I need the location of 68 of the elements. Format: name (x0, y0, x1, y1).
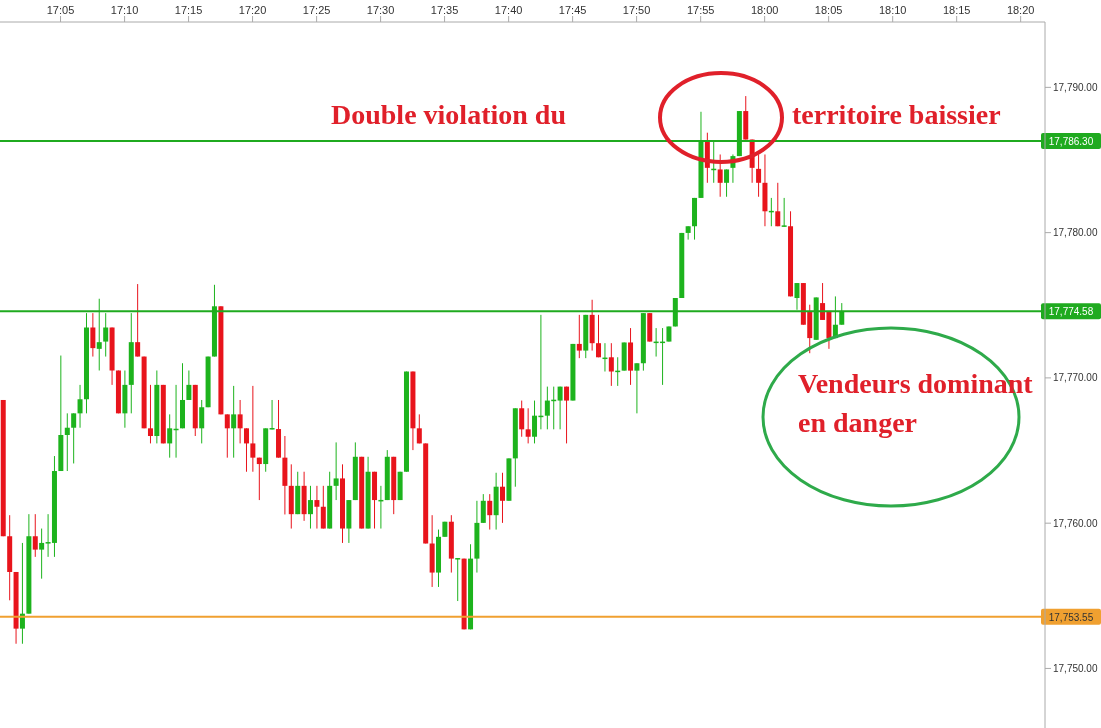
candlestick (634, 362, 640, 414)
candlestick (557, 386, 563, 430)
candlestick (250, 385, 256, 473)
candlestick (231, 385, 237, 459)
candlestick (224, 413, 230, 459)
candlestick (90, 312, 96, 358)
candlestick (64, 412, 70, 472)
y-tick-label: 17,750.00 (1053, 662, 1098, 674)
x-tick-label: 18:10 (878, 4, 907, 16)
x-tick-label: 17:35 (430, 4, 459, 16)
candlestick (314, 485, 320, 530)
candlestick (775, 182, 781, 227)
candlestick (576, 314, 582, 359)
x-tick-label: 17:20 (238, 4, 267, 16)
ref-line-label: 17,774.58 (1048, 306, 1094, 318)
x-tick-label: 18:20 (1006, 4, 1035, 16)
candlestick (307, 485, 313, 530)
candlestick (685, 225, 691, 241)
x-tick-label: 18:15 (942, 4, 971, 16)
x-tick-label: 17:10 (110, 4, 139, 16)
candlestick (243, 427, 249, 473)
x-tick-label: 17:05 (46, 4, 75, 16)
candlestick (500, 472, 505, 524)
candlestick (39, 528, 45, 580)
y-tick-label: 17,780.00 (1053, 227, 1098, 239)
x-tick-label: 17:25 (302, 4, 331, 16)
ref-line-label: 17,753.55 (1048, 611, 1094, 623)
candlestick (32, 513, 38, 558)
y-tick-label: 17,790.00 (1053, 81, 1098, 93)
candlestick (544, 386, 550, 430)
candlestick (77, 384, 83, 429)
candlestick (608, 342, 614, 387)
candlestick (564, 386, 570, 444)
candlestick (186, 370, 192, 401)
candlestick (333, 441, 339, 501)
candlestick (519, 400, 525, 438)
candlestick (199, 399, 205, 444)
candlestick (147, 384, 153, 444)
candlestick (269, 399, 275, 430)
x-tick-label: 17:40 (494, 4, 523, 16)
candlestick (717, 153, 723, 198)
y-tick-label: 17,760.00 (1053, 517, 1098, 529)
x-tick-label: 17:30 (366, 4, 395, 16)
candlestick (756, 153, 762, 198)
candlestick (256, 457, 262, 501)
candlestick (167, 413, 173, 459)
y-tick-label: 17,770.00 (1053, 372, 1098, 384)
x-tick-label: 17:45 (558, 4, 587, 16)
annotation: territoire baissier (792, 99, 1001, 130)
candlestick (320, 485, 326, 530)
x-tick-label: 17:55 (686, 4, 715, 16)
ref-line-label: 17,786.30 (1048, 136, 1094, 148)
x-tick-label: 17:50 (622, 4, 651, 16)
candlestick (487, 493, 493, 531)
x-tick-label: 18:05 (814, 4, 843, 16)
annotation: Double violation du (331, 99, 566, 130)
candlestick (480, 493, 486, 524)
candlestick (237, 399, 243, 444)
candlestick (596, 314, 602, 358)
candlestick (724, 168, 730, 198)
candlestick (71, 412, 77, 464)
candlestick (135, 283, 141, 358)
x-tick-label: 18:00 (750, 4, 779, 16)
candlestick (781, 197, 787, 228)
candlestick (455, 557, 461, 602)
candlestick (416, 413, 422, 444)
x-tick-label: 17:15 (174, 4, 203, 16)
candlestick (525, 407, 531, 444)
